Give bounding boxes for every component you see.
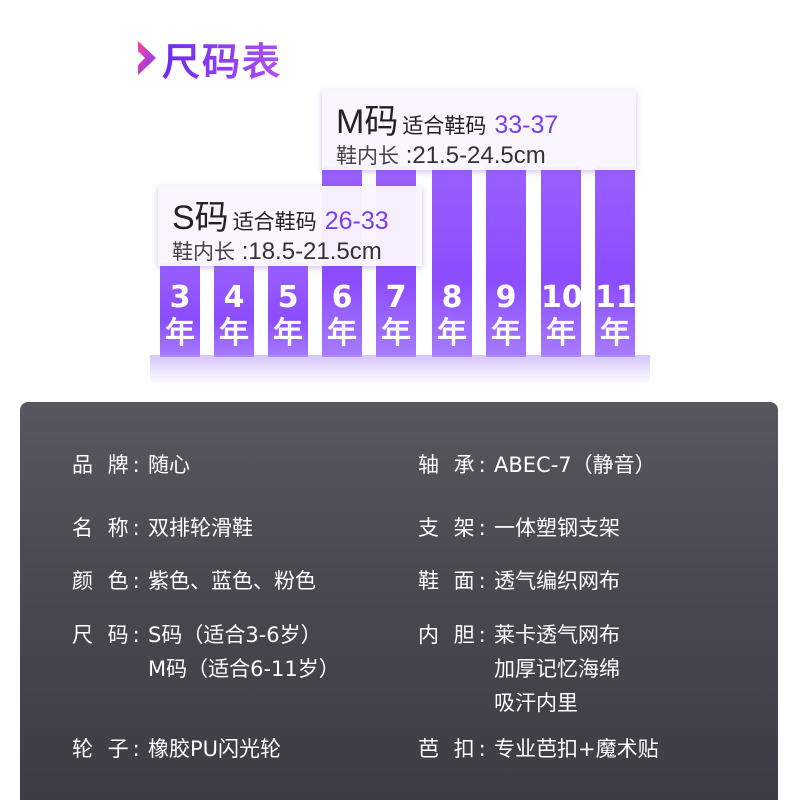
age-bar-11 <box>595 166 635 357</box>
spec-buckle: 芭 扣: 专业芭扣+魔术贴 <box>418 732 659 766</box>
spec-upper: 鞋 面: 透气编织网布 <box>418 564 620 598</box>
size-card-m-heading: M码 适合鞋码 33-37 <box>336 94 558 143</box>
spec-panel <box>20 402 778 800</box>
age-unit: 年 <box>546 316 576 351</box>
age-unit: 年 <box>381 316 411 351</box>
spec-key: 支 架: <box>418 516 490 540</box>
spec-value: 专业芭扣+魔术贴 <box>494 737 659 761</box>
shoe-size-range: 33-37 <box>494 111 559 139</box>
spec-bracket: 支 架: 一体塑钢支架 <box>418 511 620 545</box>
age-bar-4 <box>214 262 254 357</box>
age-bar-5 <box>268 262 308 357</box>
length-value: :18.5-21.5cm <box>241 238 382 265</box>
spec-key: 芭 扣: <box>418 737 490 761</box>
size-fit-label: 适合鞋码 <box>232 210 317 234</box>
spec-size: 尺 码: S码（适合3-6岁） M码（适合6-11岁） <box>72 618 340 686</box>
age-unit: 年 <box>327 316 357 351</box>
size-card-m-length: 鞋内长 :21.5-24.5cm <box>336 140 546 170</box>
spec-value: 紫色、蓝色、粉色 <box>148 569 316 593</box>
spec-value: S码（适合3-6岁） <box>148 623 322 647</box>
age-num: 6 <box>331 280 353 315</box>
spec-value: 一体塑钢支架 <box>494 516 620 540</box>
spec-value: ABEC-7（静音） <box>494 453 656 477</box>
size-code: S码 <box>172 199 229 237</box>
spec-bearing: 轴 承: ABEC-7（静音） <box>418 448 656 482</box>
spec-value: M码（适合6-11岁） <box>148 657 340 681</box>
chevron-right-icon <box>138 41 156 75</box>
spec-value: 莱卡透气网布 <box>494 623 620 647</box>
spec-value: 加厚记忆海绵 <box>494 657 620 681</box>
spec-key: 轮 子: <box>72 737 144 761</box>
spec-key: 品 牌: <box>72 453 144 477</box>
spec-name: 名 称: 双排轮滑鞋 <box>72 511 253 545</box>
spec-key: 轴 承: <box>418 453 490 477</box>
size-card-s-heading: S码 适合鞋码 26-33 <box>172 190 389 239</box>
age-bar-9 <box>486 166 526 357</box>
age-unit: 年 <box>437 316 467 351</box>
spec-key: 颜 色: <box>72 569 144 593</box>
spec-liner: 内 胆: 莱卡透气网布 加厚记忆海绵 吸汗内里 <box>418 618 620 720</box>
age-num: 3 <box>169 280 191 315</box>
bar-reflection <box>150 355 650 385</box>
length-label: 鞋内长 <box>336 144 399 168</box>
age-bar-10 <box>541 166 581 357</box>
size-card-m: M码 适合鞋码 33-37 鞋内长 :21.5-24.5cm <box>322 90 636 170</box>
page-title: 尺码表 <box>162 31 282 86</box>
age-num: 4 <box>223 280 245 315</box>
spec-key: 名 称: <box>72 516 144 540</box>
spec-value: 橡胶PU闪光轮 <box>148 737 282 761</box>
shoe-size-range: 26-33 <box>324 207 389 235</box>
age-label-11: 11 年 <box>595 280 637 352</box>
spec-wheel: 轮 子: 橡胶PU闪光轮 <box>72 732 281 766</box>
size-code: M码 <box>336 103 399 141</box>
age-num: 11 <box>595 280 637 315</box>
spec-value: 双排轮滑鞋 <box>148 516 253 540</box>
age-unit: 年 <box>600 316 630 351</box>
spec-value: 吸汗内里 <box>494 691 578 715</box>
page-header: 尺码表 <box>136 34 282 84</box>
age-num: 9 <box>495 280 517 315</box>
age-num: 8 <box>441 280 463 315</box>
spec-value-group: S码（适合3-6岁） M码（适合6-11岁） <box>148 618 340 686</box>
spec-value: 随心 <box>148 453 190 477</box>
size-card-s: S码 适合鞋码 26-33 鞋内长 :18.5-21.5cm <box>158 186 422 266</box>
spec-value: 透气编织网布 <box>494 569 620 593</box>
age-unit: 年 <box>491 316 521 351</box>
age-num: 5 <box>277 280 299 315</box>
age-num: 10 <box>541 280 583 315</box>
age-unit: 年 <box>219 316 249 351</box>
size-fit-label: 适合鞋码 <box>402 114 487 138</box>
age-unit: 年 <box>273 316 303 351</box>
spec-color: 颜 色: 紫色、蓝色、粉色 <box>72 564 316 598</box>
spec-value-group: 莱卡透气网布 加厚记忆海绵 吸汗内里 <box>494 618 620 720</box>
age-num: 7 <box>385 280 407 315</box>
length-label: 鞋内长 <box>172 240 235 264</box>
length-value: :21.5-24.5cm <box>405 142 546 169</box>
spec-brand: 品 牌: 随心 <box>72 448 190 482</box>
spec-key: 尺 码: <box>72 623 144 647</box>
age-bar-3 <box>160 262 200 357</box>
spec-key: 鞋 面: <box>418 569 490 593</box>
size-card-s-length: 鞋内长 :18.5-21.5cm <box>172 236 382 266</box>
spec-key: 内 胆: <box>418 623 490 647</box>
age-unit: 年 <box>165 316 195 351</box>
age-label-10: 10 年 <box>541 280 583 352</box>
age-bar-8 <box>432 166 472 357</box>
